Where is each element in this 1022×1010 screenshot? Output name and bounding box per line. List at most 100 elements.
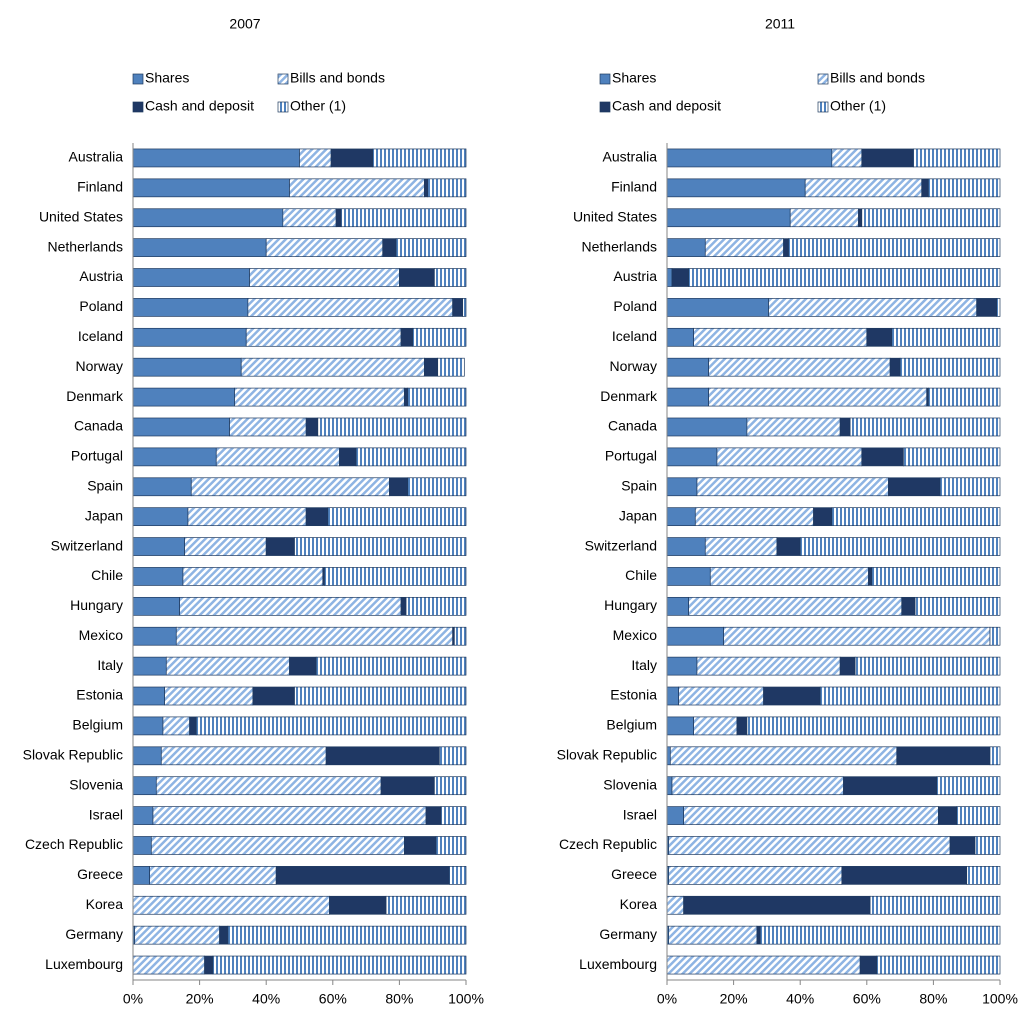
- bar-segment: [132, 716, 164, 736]
- bar-segment: [666, 387, 709, 407]
- bar-segment: [783, 238, 789, 257]
- legend-swatch: [599, 101, 611, 113]
- bar-segment: [668, 925, 758, 945]
- bar-segment: [708, 357, 891, 377]
- bar-segment: [240, 357, 425, 377]
- bar-segment: [996, 298, 1001, 317]
- bar-segment: [899, 357, 1001, 377]
- y-tick-label: Slovak Republic: [557, 747, 657, 763]
- y-tick-label: Denmark: [66, 388, 124, 404]
- bar-segment: [759, 925, 1001, 945]
- y-tick-label: Slovenia: [603, 776, 657, 792]
- legend-label: Other (1): [290, 98, 346, 114]
- bar-segment: [666, 238, 706, 257]
- bar-segment: [666, 357, 709, 377]
- bar-segment: [435, 836, 467, 855]
- y-tick-label: Mexico: [613, 627, 658, 643]
- legend-swatch: [599, 73, 611, 85]
- y-tick-label: Norway: [76, 358, 123, 374]
- bar-segment: [666, 178, 806, 198]
- bar-segment: [671, 268, 689, 287]
- bar-segment: [330, 148, 374, 168]
- bar-segment: [400, 327, 414, 347]
- bar-segment: [335, 208, 342, 228]
- bar-segment: [204, 955, 214, 975]
- bar-segment: [974, 836, 1001, 855]
- bar-segment: [299, 148, 332, 168]
- y-tick-label: United States: [39, 208, 123, 224]
- bar-segment: [294, 686, 467, 706]
- bar-segment: [265, 238, 384, 257]
- y-tick-label: Korea: [86, 896, 124, 912]
- legend-swatch: [817, 101, 829, 113]
- bar-segment: [325, 746, 440, 766]
- bar-segment: [736, 716, 748, 736]
- legend-label: Cash and deposit: [612, 98, 721, 114]
- bar-segment: [859, 955, 878, 975]
- bar-segment: [265, 537, 295, 556]
- bar-segment: [132, 776, 157, 796]
- x-tick-label: 100%: [982, 991, 1018, 1007]
- bar-segment: [404, 387, 409, 407]
- bar-segment: [229, 417, 307, 437]
- y-tick-label: Austria: [613, 268, 657, 284]
- bar-segment: [132, 626, 177, 646]
- bar-segment: [155, 776, 382, 796]
- legend-label: Bills and bonds: [830, 70, 925, 86]
- bar-segment: [903, 447, 1001, 467]
- legend-swatch: [132, 101, 144, 113]
- bar-segment: [440, 806, 467, 825]
- bar-segment: [763, 686, 821, 706]
- bar-segment: [134, 925, 220, 945]
- bar-segment: [395, 238, 467, 257]
- bar-segment: [289, 178, 425, 198]
- bar-segment: [666, 417, 748, 437]
- bar-segment: [693, 327, 868, 347]
- x-tick-label: 20%: [720, 991, 748, 1007]
- legend-label: Bills and bonds: [290, 70, 385, 86]
- bar-segment: [372, 148, 467, 168]
- bar-segment: [966, 866, 1001, 885]
- bar-segment: [989, 626, 1001, 646]
- y-tick-label: Finland: [77, 179, 123, 195]
- y-tick-label: Slovak Republic: [23, 747, 123, 763]
- bar-segment: [688, 268, 1001, 287]
- bar-segment: [841, 866, 968, 885]
- y-tick-label: Canada: [608, 418, 657, 434]
- bar-segment: [716, 447, 863, 467]
- bar-segment: [861, 208, 1001, 228]
- y-tick-label: Australia: [69, 149, 124, 165]
- bar-segment: [132, 387, 235, 407]
- bar-segment: [709, 567, 869, 586]
- y-tick-label: Spain: [87, 477, 123, 493]
- y-tick-label: Japan: [619, 507, 657, 523]
- bar-segment: [843, 776, 938, 796]
- bar-segment: [928, 387, 1001, 407]
- bar-segment: [683, 806, 939, 825]
- bar-segment: [437, 357, 465, 377]
- bar-segment: [190, 477, 390, 497]
- bar-segment: [425, 806, 442, 825]
- bar-segment: [819, 686, 1001, 706]
- bar-segment: [861, 148, 914, 168]
- bar-segment: [668, 836, 951, 855]
- y-tick-label: Korea: [620, 896, 658, 912]
- y-tick-label: Australia: [603, 149, 658, 165]
- bar-segment: [405, 596, 467, 616]
- bar-segment: [666, 477, 698, 497]
- chart-title: 2007: [229, 16, 260, 32]
- y-tick-label: Estonia: [610, 687, 657, 703]
- bar-segment: [989, 746, 1001, 766]
- y-tick-label: Israel: [89, 806, 123, 822]
- bar-segment: [219, 925, 229, 945]
- bar-segment: [339, 447, 357, 467]
- y-tick-label: United States: [573, 208, 657, 224]
- bar-segment: [756, 925, 761, 945]
- y-tick-label: Chile: [625, 567, 657, 583]
- bar-segment: [921, 178, 929, 198]
- y-tick-label: Germany: [65, 926, 123, 942]
- x-tick-label: 60%: [853, 991, 881, 1007]
- bar-segment: [453, 626, 467, 646]
- bar-segment: [132, 537, 185, 556]
